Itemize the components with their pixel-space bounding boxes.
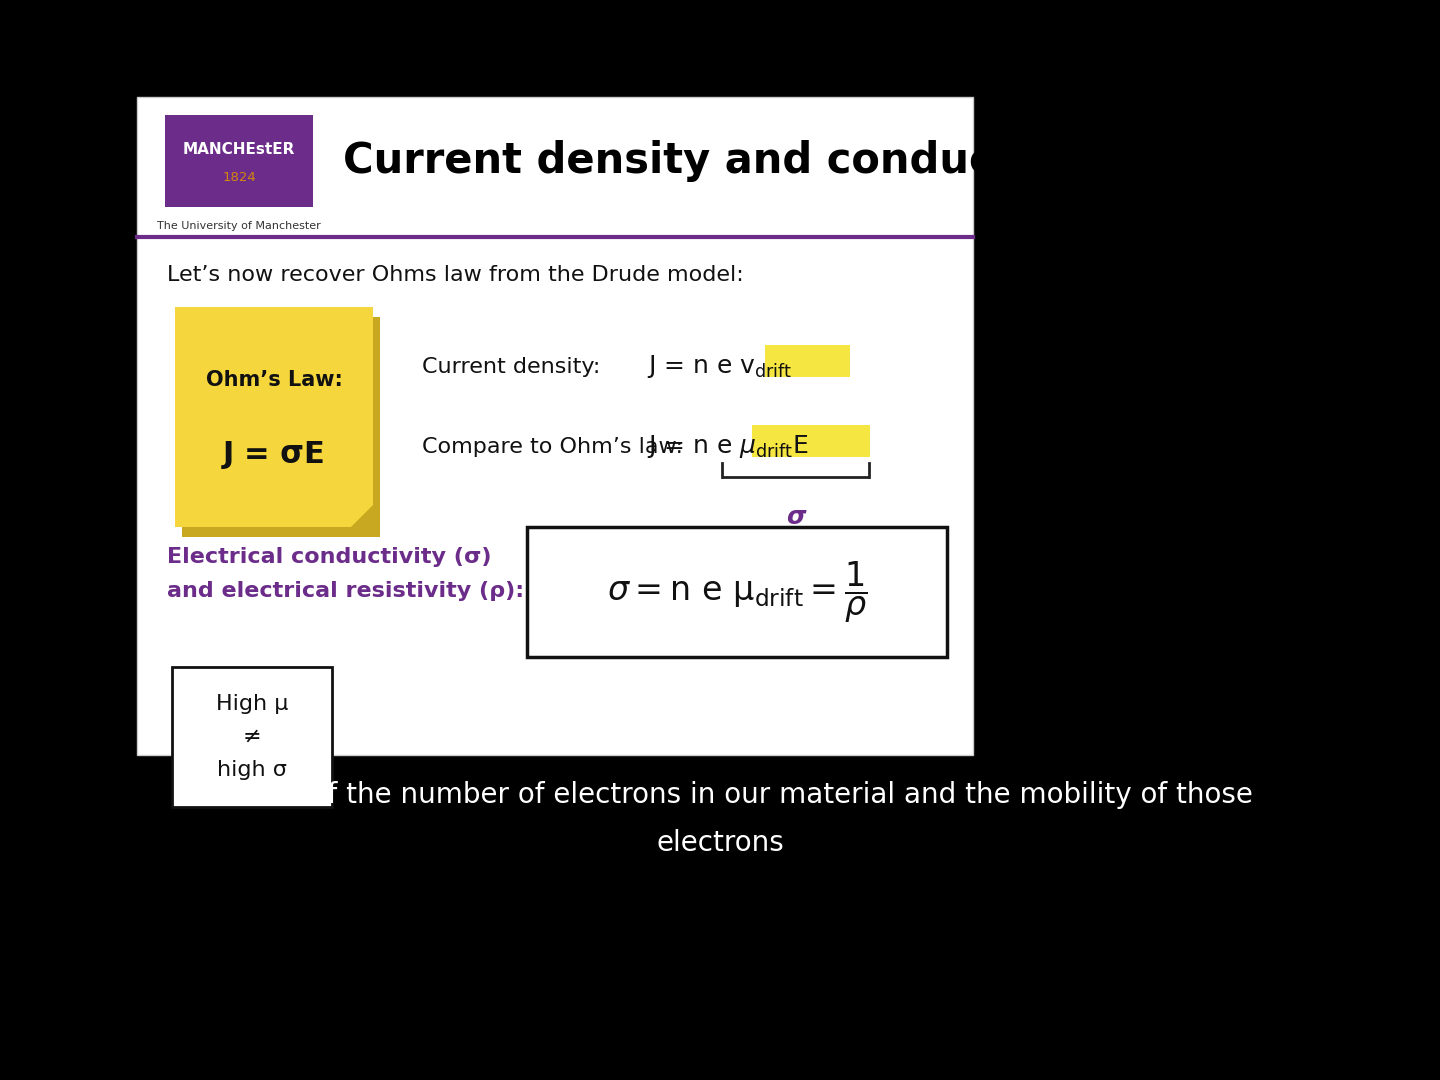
Text: Compare to Ohm’s law:: Compare to Ohm’s law: — [422, 437, 683, 457]
FancyBboxPatch shape — [527, 527, 948, 657]
Text: Ohm’s Law:: Ohm’s Law: — [206, 369, 343, 390]
FancyBboxPatch shape — [137, 97, 973, 755]
Text: Electrical conductivity (σ): Electrical conductivity (σ) — [167, 546, 491, 567]
Text: MANCHEstER: MANCHEstER — [183, 143, 295, 158]
FancyBboxPatch shape — [752, 426, 870, 457]
Text: in terms of the number of electrons in our material and the mobility of those: in terms of the number of electrons in o… — [187, 781, 1253, 809]
Text: electrons: electrons — [657, 829, 783, 858]
Text: High μ
≠
high σ: High μ ≠ high σ — [216, 694, 288, 780]
Text: 1824: 1824 — [222, 171, 256, 184]
Text: The University of Manchester: The University of Manchester — [157, 221, 321, 231]
FancyBboxPatch shape — [171, 667, 333, 807]
Text: Current density and conductivity: Current density and conductivity — [343, 140, 1116, 183]
Text: and electrical resistivity (ρ):: and electrical resistivity (ρ): — [167, 581, 524, 600]
Text: σ: σ — [786, 505, 805, 529]
FancyBboxPatch shape — [765, 345, 850, 377]
Text: J = n e $\mu_\mathrm{drift}$E: J = n e $\mu_\mathrm{drift}$E — [647, 433, 809, 460]
Text: Let’s now recover Ohms law from the Drude model:: Let’s now recover Ohms law from the Drud… — [167, 265, 743, 285]
FancyBboxPatch shape — [176, 307, 373, 527]
FancyBboxPatch shape — [166, 114, 312, 207]
Text: J = σE: J = σE — [223, 440, 325, 469]
Text: $\sigma = \mathrm{n\ e\ \mu_{drift}} = \dfrac{1}{\rho}$: $\sigma = \mathrm{n\ e\ \mu_{drift}} = \… — [606, 559, 867, 624]
Text: J = n e v$_\mathrm{drift}$: J = n e v$_\mathrm{drift}$ — [647, 353, 792, 380]
FancyBboxPatch shape — [181, 318, 380, 537]
Polygon shape — [351, 505, 373, 527]
Text: Current density:: Current density: — [422, 357, 600, 377]
